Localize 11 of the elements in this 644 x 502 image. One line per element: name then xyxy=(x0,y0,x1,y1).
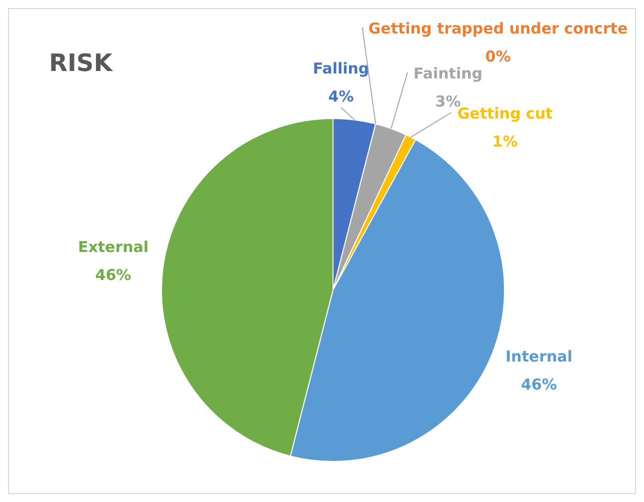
text: 0% xyxy=(485,48,511,66)
data-label: 46% xyxy=(95,266,132,284)
data-label: 4% xyxy=(328,88,354,106)
slice-label: External xyxy=(78,238,149,256)
slice-label: Falling xyxy=(312,60,370,78)
slice-label: Internal xyxy=(505,348,572,366)
data-label: 46% xyxy=(520,376,557,394)
chart-title: RISK xyxy=(49,49,114,77)
category-label: Getting trapped under concrte xyxy=(368,20,628,38)
slice-label: Fainting xyxy=(413,64,483,82)
data-label: 1% xyxy=(492,132,518,150)
